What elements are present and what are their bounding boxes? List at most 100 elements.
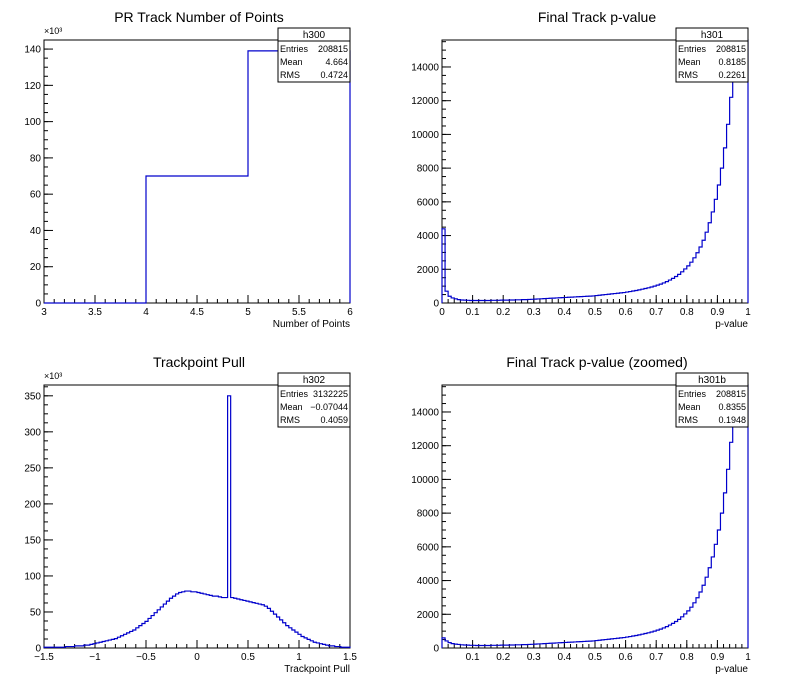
stats-value: 3132225 — [313, 389, 348, 399]
stats-value: 0.4724 — [320, 70, 348, 80]
x-tick-label: 0.6 — [619, 307, 633, 318]
stats-name: h301 — [701, 30, 724, 41]
x-tick-label: 0.7 — [649, 307, 663, 318]
x-axis-label: p-value — [715, 664, 748, 675]
stats-name: h301b — [698, 375, 726, 386]
x-tick-label: 5 — [245, 307, 251, 318]
pad-npoints: PR Track Number of Points ×10³ 3 3.5 4 4.5 5 5.… — [0, 0, 398, 345]
x-tick-label: 4.5 — [190, 307, 204, 318]
y-multiplier: ×10³ — [44, 371, 62, 381]
x-tick-label: 0.2 — [496, 652, 510, 663]
x-tick-label: 0.7 — [649, 652, 663, 663]
histogram-series-line — [441, 39, 749, 303]
y-tick-label: 0 — [433, 644, 439, 655]
stats-label: Mean — [280, 402, 303, 412]
x-tick-label: −1.5 — [34, 652, 54, 663]
stats-label: Entries — [280, 389, 309, 399]
x-axis-label: Number of Points — [273, 319, 350, 330]
pad-pvalue: Final Track p-value 0 0.1 0.2 0.3 0.4 0.5 0.6 0.… — [398, 0, 796, 345]
x-tick-label: 0.9 — [710, 652, 724, 663]
stats-value: 208815 — [318, 44, 348, 54]
stats-value: 208815 — [716, 389, 746, 399]
y-tick-label: 6000 — [417, 197, 440, 208]
stats-label: Mean — [280, 57, 303, 67]
x-tick-label: 0.1 — [466, 652, 480, 663]
y-multiplier: ×10³ — [44, 26, 62, 36]
stats-name: h300 — [303, 30, 326, 41]
x-tick-label: 0.8 — [680, 652, 694, 663]
x-tick-label: 0.5 — [588, 652, 602, 663]
stats-value: 0.8355 — [718, 402, 746, 412]
stats-box — [675, 372, 749, 428]
y-tick-label: 140 — [24, 45, 41, 56]
y-tick-label: 4000 — [417, 231, 440, 242]
x-axis-label: Trackpoint Pull — [284, 664, 350, 675]
x-tick-label: 0 — [439, 307, 445, 318]
stats-box — [277, 372, 351, 428]
x-tick-label: 0.6 — [619, 652, 633, 663]
x-tick-label: 0.4 — [557, 307, 571, 318]
x-tick-label: 1 — [745, 652, 751, 663]
chart-title: Trackpoint Pull — [153, 354, 245, 370]
stats-label: RMS — [280, 415, 300, 425]
y-tick-label: 0 — [433, 299, 439, 310]
y-tick-label: 300 — [24, 427, 41, 438]
y-tick-label: 200 — [24, 499, 41, 510]
x-axis-label: p-value — [715, 319, 748, 330]
stats-label: Mean — [678, 57, 701, 67]
y-tick-label: 8000 — [417, 164, 440, 175]
stats-label: Entries — [678, 389, 707, 399]
chart-title: PR Track Number of Points — [114, 9, 284, 25]
stats-value: 0.8185 — [718, 57, 746, 67]
stats-value: 0.1948 — [718, 415, 746, 425]
histogram-series-line — [44, 50, 351, 304]
y-tick-label: 6000 — [417, 542, 440, 553]
y-tick-label: 12000 — [411, 441, 439, 452]
x-tick-label: −1 — [89, 652, 101, 663]
y-tick-label: 0 — [35, 299, 41, 310]
y-tick-label: 350 — [24, 391, 41, 402]
x-tick-label: 0.1 — [466, 307, 480, 318]
chart-npoints: PR Track Number of Points ×10³ 3 3.5 4 4.5 5 5.… — [24, 9, 353, 330]
stats-value: 0.4059 — [320, 415, 348, 425]
y-tick-label: 14000 — [411, 407, 439, 418]
y-tick-label: 2000 — [417, 265, 440, 276]
y-tick-label: 150 — [24, 535, 41, 546]
stats-label: RMS — [678, 415, 698, 425]
stats-value: −0.07044 — [310, 402, 348, 412]
stats-box — [277, 27, 351, 83]
stats-label: Entries — [678, 44, 707, 54]
y-tick-label: 20 — [30, 262, 42, 273]
stats-name: h302 — [303, 375, 326, 386]
stats-label: RMS — [678, 70, 698, 80]
x-tick-label: −0.5 — [136, 652, 156, 663]
x-tick-label: 0.3 — [527, 307, 541, 318]
x-tick-label: 3.5 — [88, 307, 102, 318]
y-tick-label: 12000 — [411, 96, 439, 107]
y-tick-label: 0 — [35, 644, 41, 655]
y-tick-label: 40 — [30, 226, 42, 237]
y-tick-label: 80 — [30, 153, 42, 164]
histogram-series-line — [43, 395, 351, 648]
y-tick-label: 50 — [30, 607, 42, 618]
x-tick-label: 0.8 — [680, 307, 694, 318]
x-tick-label: 1 — [296, 652, 302, 663]
stats-value: 0.2261 — [718, 70, 746, 80]
stats-label: RMS — [280, 70, 300, 80]
chart-pvalue: Final Track p-value 0 0.1 0.2 0.3 0.4 0.5 0.6 0.… — [411, 9, 751, 330]
y-tick-label: 8000 — [417, 509, 440, 520]
stats-value: 208815 — [716, 44, 746, 54]
chart-pvalue-zoomed: Final Track p-value (zoomed) 0.1 0.2 0.3 0.4… — [411, 354, 751, 675]
x-tick-label: 0.5 — [241, 652, 255, 663]
y-tick-label: 2000 — [417, 610, 440, 621]
chart-title: Final Track p-value (zoomed) — [506, 354, 687, 370]
y-tick-label: 250 — [24, 463, 41, 474]
pad-pvalue-zoomed: Final Track p-value (zoomed) 0.1 0.2 0.3 0.4… — [398, 345, 796, 690]
y-tick-label: 14000 — [411, 62, 439, 73]
x-tick-label: 0.3 — [527, 652, 541, 663]
stats-value: 4.664 — [325, 57, 348, 67]
y-tick-label: 100 — [24, 117, 41, 128]
x-tick-label: 0.4 — [557, 652, 571, 663]
x-tick-label: 1 — [745, 307, 751, 318]
